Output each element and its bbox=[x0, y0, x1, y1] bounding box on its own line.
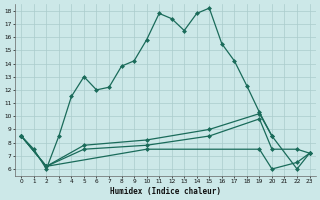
X-axis label: Humidex (Indice chaleur): Humidex (Indice chaleur) bbox=[110, 187, 221, 196]
